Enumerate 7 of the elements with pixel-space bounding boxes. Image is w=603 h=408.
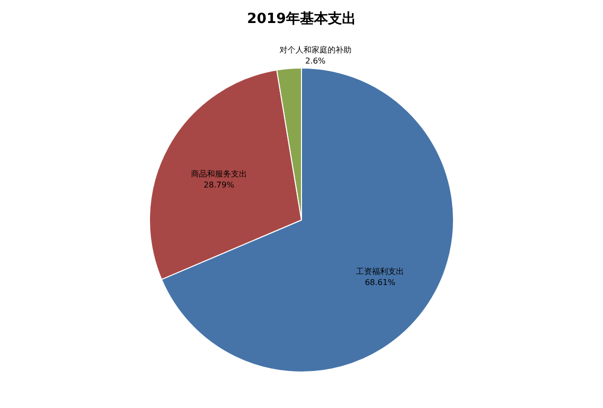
slice-label: 工资福利支出 — [356, 267, 404, 276]
data-label: 2.6% — [305, 56, 326, 66]
slice-label: 对个人和家庭的补助 — [279, 46, 352, 55]
chart-title: 2019年基本支出 — [247, 11, 356, 27]
slice-label: 商品和服务支出 — [190, 170, 247, 179]
data-label: 28.79% — [204, 180, 235, 190]
data-label: 68.61% — [364, 278, 396, 288]
